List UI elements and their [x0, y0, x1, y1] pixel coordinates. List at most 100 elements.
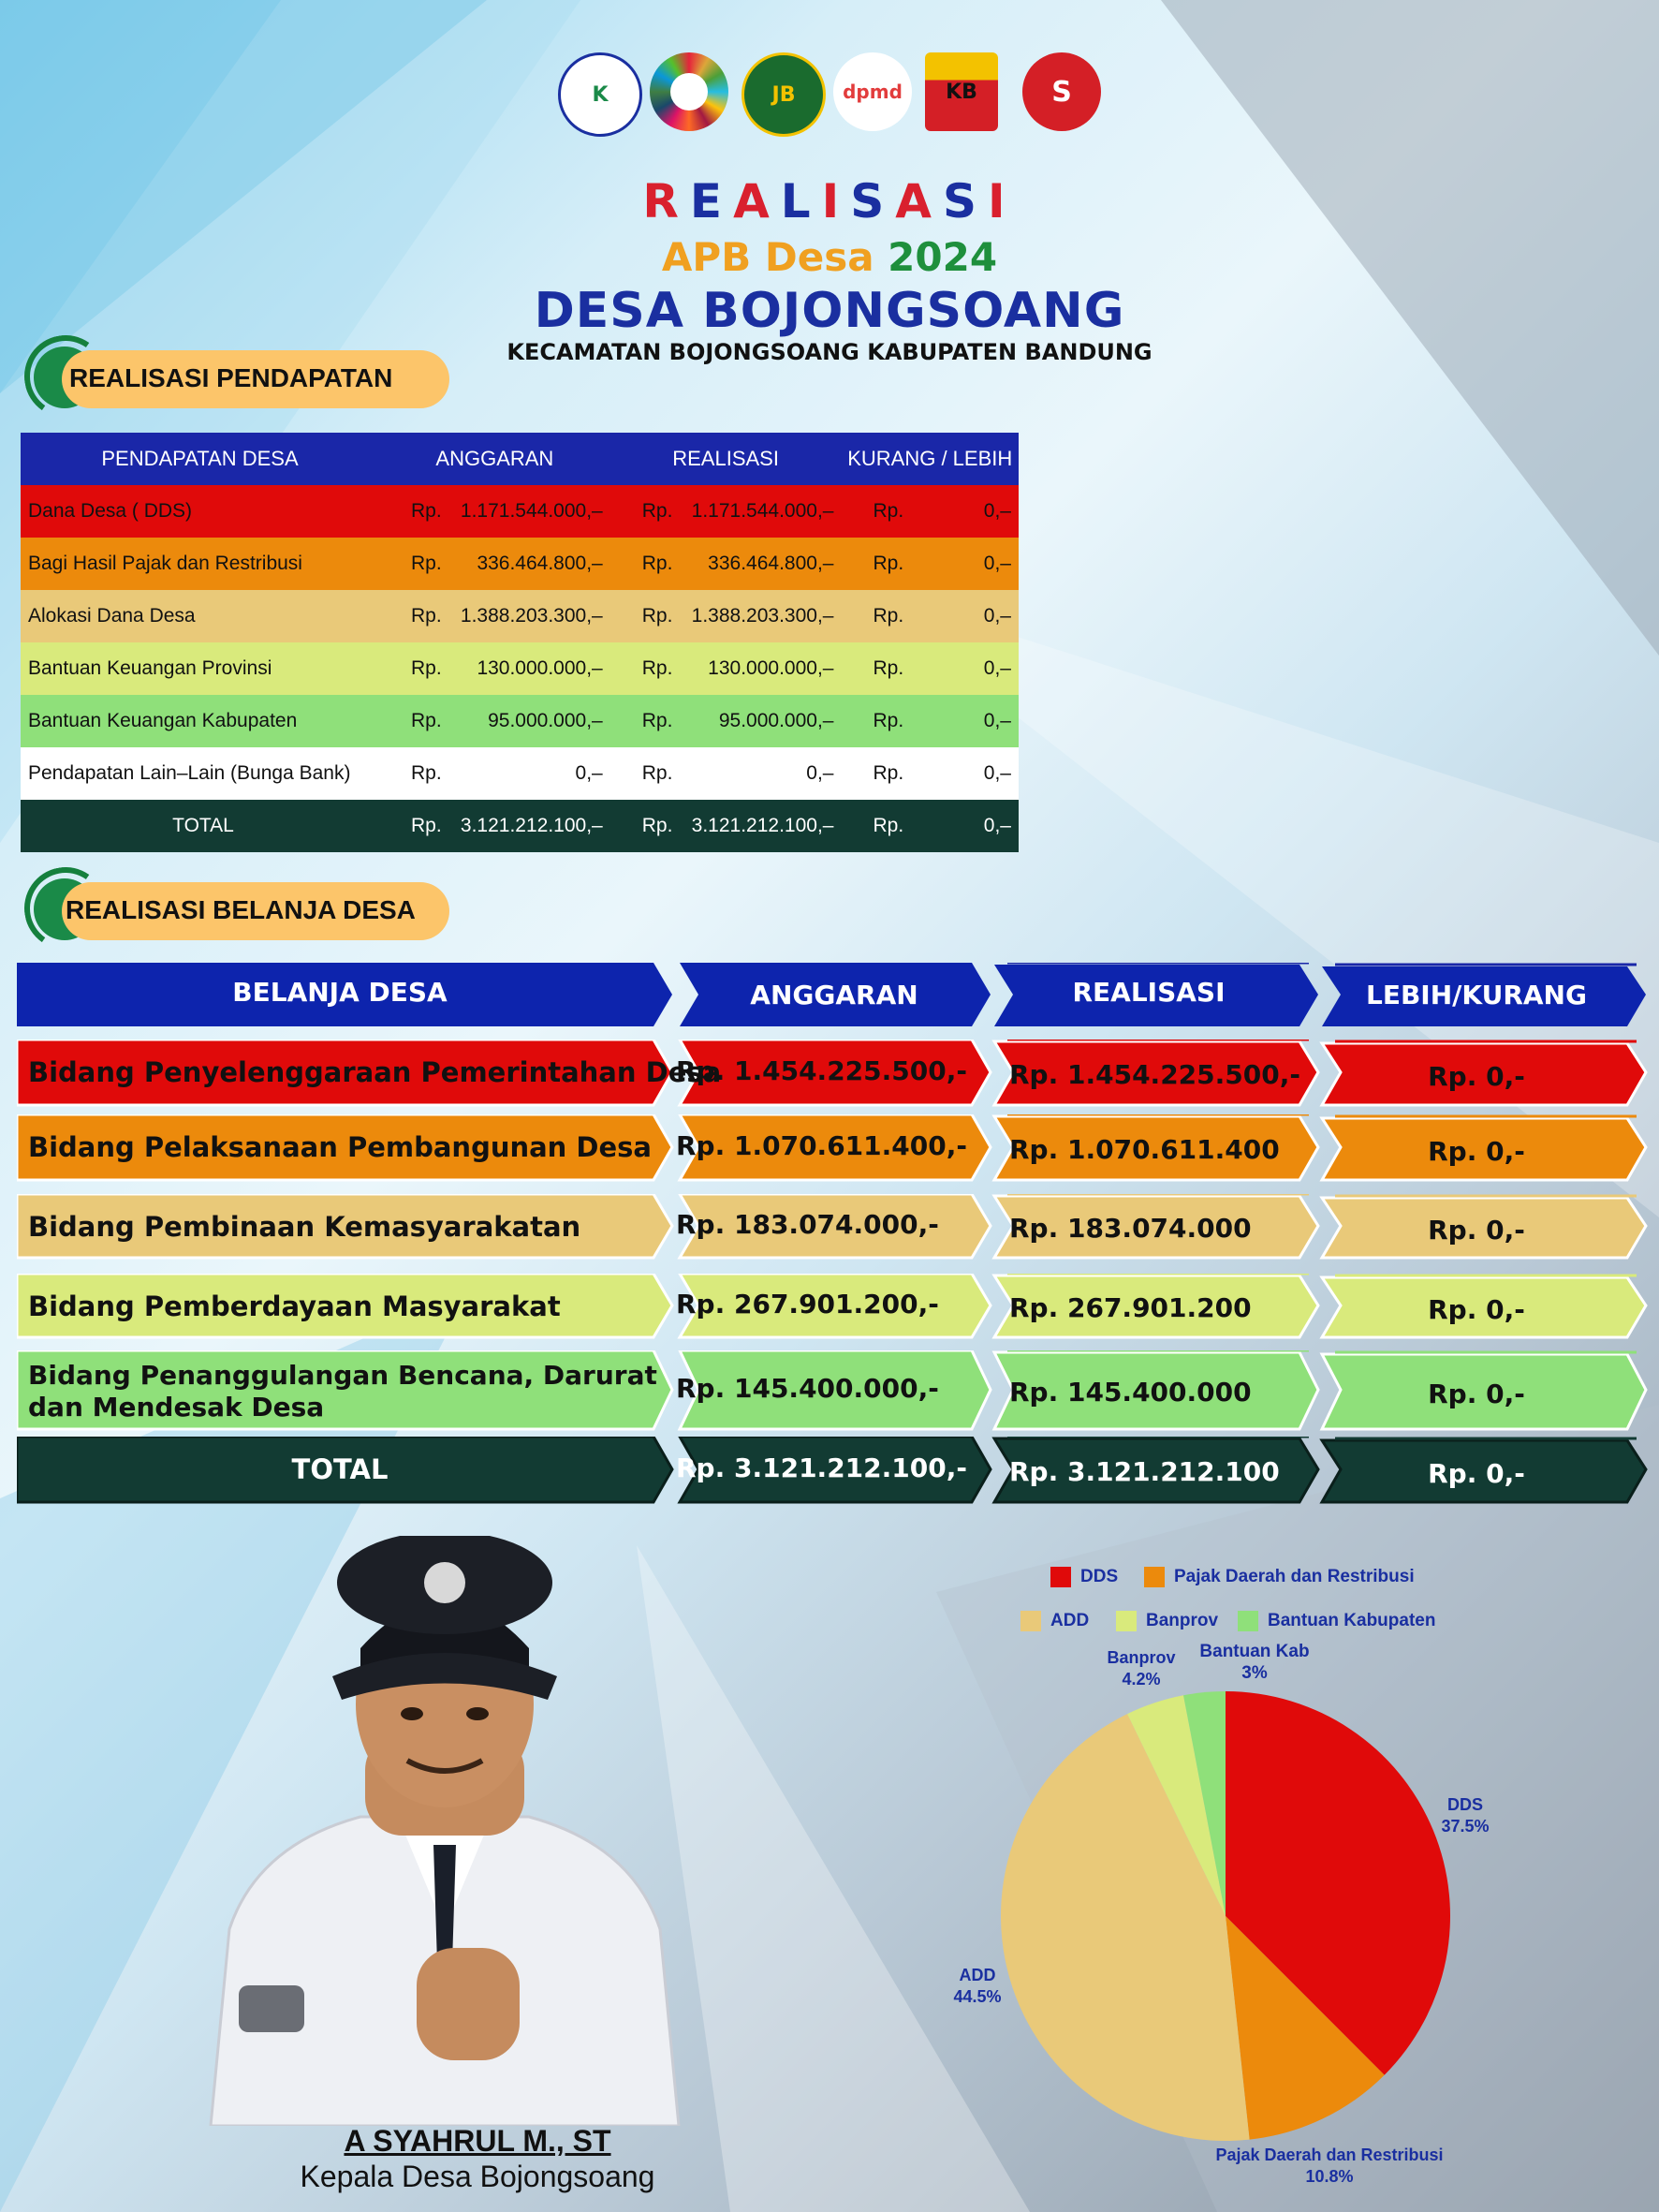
realisasi-value: 130.000.000,–	[708, 657, 834, 679]
anggaran-value: 130.000.000,–	[477, 657, 603, 679]
bojongsoang-logo: S	[1022, 52, 1101, 131]
belanja-cell-shape	[1319, 1116, 1648, 1182]
belanja-cell-shape	[677, 1040, 992, 1107]
belanja-cell-shape	[1319, 1041, 1648, 1107]
rp-prefix: Rp.	[873, 762, 904, 784]
realisasi-value: 336.464.800,–	[708, 553, 834, 574]
anggaran-value: 1.388.203.300,–	[460, 605, 603, 627]
logo-row: K JB dpmd KB S	[558, 52, 1101, 137]
belanja-cell-shape	[17, 1437, 674, 1504]
belanja-header-selisih: LEBIH/KURANG	[1366, 980, 1587, 1010]
row-label: Alokasi Dana Desa	[28, 605, 196, 627]
belanja-cell-shape	[991, 1040, 1320, 1107]
belanja-cell-shape	[991, 1194, 1320, 1260]
total-selisih: 0,–	[905, 800, 1019, 852]
belanja-cell-shape	[677, 1274, 992, 1339]
belanja-cell-shape	[17, 963, 672, 1026]
rp-prefix: Rp.	[641, 762, 673, 784]
rp-prefix: Rp.	[641, 710, 673, 731]
title-letter: I	[987, 174, 1017, 229]
rp-prefix: Rp.	[873, 657, 904, 679]
belanja-realisasi-value: Rp. 267.901.200	[1009, 1292, 1252, 1323]
rp-prefix: Rp.	[641, 657, 673, 679]
pendapatan-row: Bagi Hasil Pajak dan Restribusi Rp. 336.46…	[21, 538, 1019, 590]
belanja-anggaran-value: Rp. 145.400.000,-	[676, 1373, 939, 1404]
rp-prefix: Rp.	[641, 605, 673, 627]
pendapatan-row: Bantuan Keuangan Provinsi Rp. 130.000.000,…	[21, 642, 1019, 695]
belanja-cell-shape	[991, 1274, 1320, 1339]
belanja-row-shapes	[17, 963, 1646, 1026]
pendapatan-row: Pendapatan Lain–Lain (Bunga Bank) Rp. 0,– R…	[21, 747, 1019, 800]
belanja-cell-shape	[994, 965, 1318, 1026]
belanja-row-shapes	[17, 1040, 1648, 1107]
total-anggaran: 3.121.212.100,–	[444, 800, 610, 852]
rp-prefix: Rp.	[411, 710, 442, 731]
belanja-row-shapes	[17, 1194, 1648, 1260]
belanja-cell-shape	[1319, 1438, 1648, 1504]
rp-prefix: Rp.	[873, 553, 904, 574]
belanja-row-shapes	[17, 1274, 1648, 1339]
sdgs-logo	[650, 52, 728, 131]
selisih-value: 0,–	[983, 500, 1011, 522]
belanja-row-label: Bidang Pemberdayaan Masyarakat	[28, 1290, 561, 1322]
anggaran-value: 1.171.544.000,–	[460, 500, 603, 522]
col-pendapatan: PENDAPATAN DESA	[21, 433, 379, 485]
belanja-selisih-value: Rp. 0,-	[1428, 1379, 1525, 1409]
belanja-selisih-value: Rp. 0,-	[1428, 1458, 1525, 1489]
realisasi-value: 1.171.544.000,–	[691, 500, 834, 522]
belanja-header-realisasi: REALISASI	[1072, 977, 1226, 1008]
belanja-cell-shape	[17, 1350, 674, 1431]
section-pendapatan-title: REALISASI PENDAPATAN	[69, 363, 393, 392]
belanja-row-label: Bidang Pelaksanaan Pembangunan Desa	[28, 1131, 652, 1163]
title-letter: R	[642, 174, 690, 229]
belanja-row-shapes	[17, 1350, 1648, 1431]
selisih-value: 0,–	[983, 710, 1011, 731]
belanja-selisih-value: Rp. 0,-	[1428, 1061, 1525, 1092]
belanja-anggaran-value: Rp. 267.901.200,-	[676, 1289, 939, 1320]
legend-item-add: ADD	[1020, 1611, 1089, 1631]
title-letter: L	[780, 174, 822, 229]
title-desa: DESA BOJONGSOANG	[534, 283, 1125, 339]
belanja-cell-shape	[677, 1437, 992, 1504]
title-letter: S	[942, 174, 988, 229]
pie-label-banprov: Banprov 4.2%	[1107, 1648, 1176, 1688]
selisih-value: 0,–	[983, 553, 1011, 574]
realisasi-value: 1.388.203.300,–	[691, 605, 834, 627]
rp-prefix: Rp.	[641, 500, 673, 522]
belanja-cell-shape	[1319, 1196, 1648, 1260]
belanja-anggaran-value: Rp. 183.074.000,-	[676, 1209, 939, 1240]
selisih-value: 0,–	[983, 762, 1011, 784]
kemendes-logo: K	[558, 52, 642, 137]
rp-prefix: Rp.	[641, 553, 673, 574]
person-name: A SYAHRUL M., ST	[344, 2124, 611, 2158]
dpmd-logo: dpmd	[833, 52, 912, 131]
kepala-desa-photo	[209, 1536, 681, 2126]
title-letter: I	[821, 174, 851, 229]
selisih-value: 0,–	[983, 605, 1011, 627]
pendapatan-total-row: TOTAL Rp. 3.121.212.100,– Rp. 3.121.212.100,…	[21, 800, 1019, 852]
title-realisasi: REALISASI	[0, 174, 1659, 229]
belanja-cell-shape	[680, 963, 991, 1026]
title-letter: A	[895, 174, 943, 229]
legend-item-banprov: Banprov	[1116, 1611, 1218, 1631]
title-kecamatan: KECAMATAN BOJONGSOANG KABUPATEN BANDUNG	[507, 339, 1152, 365]
belanja-cell-shape	[677, 1114, 992, 1182]
belanja-cell-shape	[677, 1350, 992, 1431]
rp-prefix: Rp.	[411, 500, 442, 522]
rp-prefix: Rp.	[841, 800, 906, 852]
belanja-selisih-value: Rp. 0,-	[1428, 1294, 1525, 1325]
rp-prefix: Rp.	[609, 800, 675, 852]
apb-text: APB Desa	[661, 234, 874, 280]
belanja-cell-shape	[17, 1114, 674, 1182]
anggaran-value: 95.000.000,–	[488, 710, 603, 731]
row-label: Bantuan Keuangan Provinsi	[28, 657, 272, 679]
anggaran-value: 0,–	[575, 762, 603, 784]
belanja-header-label: BELANJA DESA	[232, 977, 448, 1008]
pie-label-dds: DDS 37.5%	[1441, 1795, 1490, 1836]
belanja-row-label: dan Mendesak Desa	[28, 1392, 325, 1423]
rp-prefix: Rp.	[411, 762, 442, 784]
col-realisasi: REALISASI	[609, 433, 842, 485]
legend-item-bantuan-kabupaten: Bantuan Kabupaten	[1238, 1611, 1435, 1631]
rp-prefix: Rp.	[873, 500, 904, 522]
belanja-anggaran-value: Rp. 1.454.225.500,-	[676, 1055, 967, 1086]
